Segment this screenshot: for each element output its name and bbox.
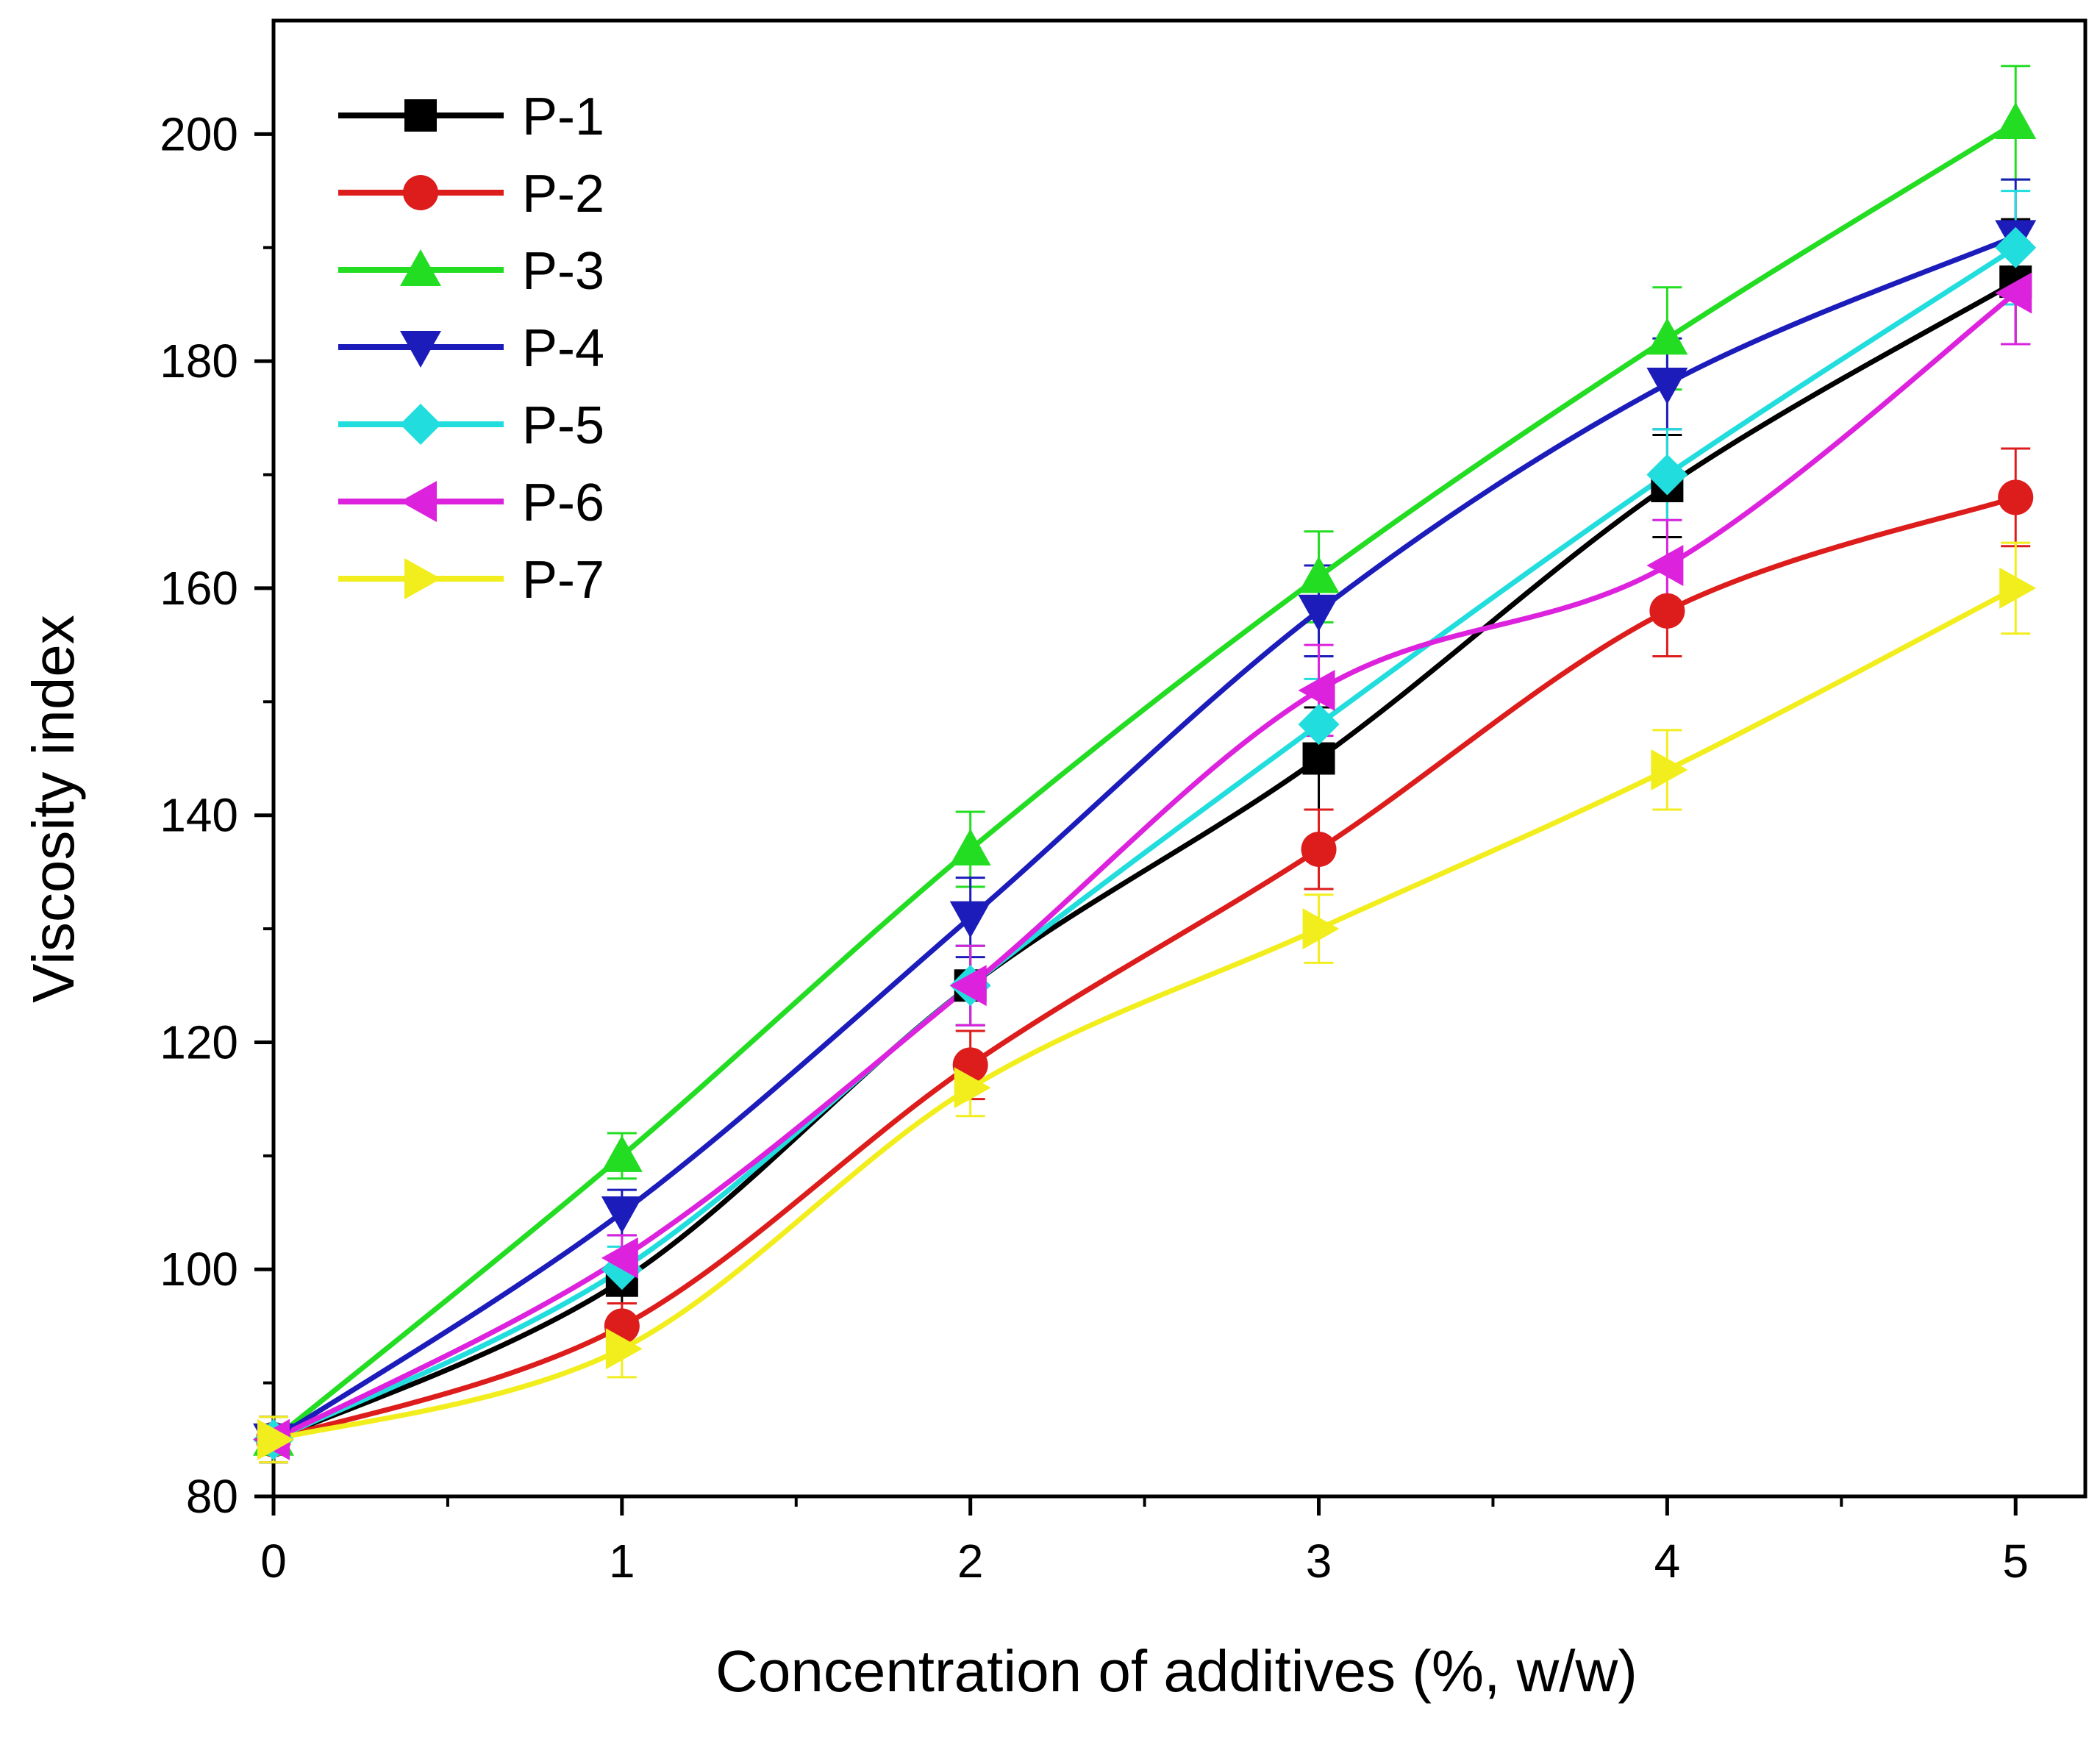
- y-tick-label: 160: [160, 562, 238, 615]
- series-line-p-2: [272, 495, 2017, 1443]
- x-tick-label: 2: [957, 1535, 984, 1588]
- data-point-p-3: [601, 1135, 643, 1172]
- series-line-p-5: [272, 245, 2018, 1442]
- axes-layer: 0 1 2 3 4 5 80 100 120 140 160 180 200: [160, 18, 2088, 1588]
- series-line-p-7: [273, 585, 2017, 1443]
- data-point-p-6: [949, 965, 987, 1007]
- data-point-p-4: [601, 1196, 643, 1234]
- data-point-p-4: [1646, 368, 1688, 405]
- legend-label-p-3: P-3: [522, 242, 604, 301]
- series-line-p-6: [272, 290, 2018, 1442]
- data-point-p-3: [1298, 556, 1340, 593]
- x-tick-label: 0: [260, 1535, 287, 1588]
- data-point-p-5: [1298, 704, 1340, 746]
- data-point-p-4: [1298, 594, 1340, 632]
- legend: P-1 P-2 P-3 P-4 P-5 P-6 P-7: [338, 88, 604, 610]
- data-point-p-1: [1302, 742, 1335, 775]
- legend-marker-p-4: [400, 331, 441, 368]
- y-axis-title: Viscosity index: [21, 615, 86, 1003]
- y-tick-label: 180: [160, 335, 238, 388]
- legend-label-p-1: P-1: [522, 88, 604, 146]
- series-line-p-1: [272, 279, 2018, 1442]
- legend-label-p-7: P-7: [522, 551, 604, 610]
- legend-item-p-1: P-1: [338, 88, 604, 146]
- x-tick-label: 4: [1654, 1535, 1681, 1588]
- data-point-p-5: [1646, 454, 1688, 496]
- legend-marker-p-6: [400, 481, 437, 522]
- legend-label-p-2: P-2: [522, 165, 604, 224]
- legend-marker-p-5: [400, 404, 441, 445]
- data-point-p-6: [1298, 669, 1335, 711]
- y-tick-label: 200: [160, 107, 238, 160]
- data-point-p-7: [1999, 567, 2037, 609]
- plot-frame: [271, 18, 2088, 1499]
- x-tick-label: 5: [2002, 1535, 2029, 1588]
- y-tick-label: 140: [160, 789, 238, 842]
- data-point-p-3: [1646, 318, 1688, 355]
- legend-marker-p-2: [403, 175, 438, 210]
- series-line-p-4: [272, 234, 2017, 1442]
- data-point-p-7: [954, 1067, 991, 1109]
- legend-label-p-4: P-4: [522, 319, 604, 378]
- data-point-p-7: [1651, 749, 1688, 790]
- data-point-p-7: [1302, 908, 1340, 950]
- data-point-p-7: [257, 1418, 294, 1460]
- data-point-p-6: [1995, 272, 2032, 314]
- series-lines-layer: [271, 120, 2018, 1443]
- data-point-p-2: [1649, 593, 1685, 629]
- data-point-p-7: [605, 1328, 643, 1370]
- legend-marker-p-1: [404, 99, 437, 132]
- legend-item-p-5: P-5: [338, 396, 604, 455]
- data-point-p-3: [949, 829, 991, 866]
- y-tick-label: 80: [186, 1470, 238, 1523]
- legend-label-p-6: P-6: [522, 474, 604, 532]
- legend-marker-p-7: [404, 558, 441, 599]
- y-tick-label: 100: [160, 1243, 238, 1296]
- data-point-p-2: [1301, 832, 1337, 868]
- x-tick-label: 3: [1306, 1535, 1332, 1588]
- data-point-p-6: [1646, 545, 1684, 587]
- series-line-p-3: [271, 120, 2018, 1442]
- data-point-p-5: [1995, 226, 2037, 268]
- legend-marker-p-3: [400, 249, 441, 286]
- data-point-p-2: [1998, 479, 2034, 515]
- data-point-p-6: [601, 1237, 638, 1279]
- legend-item-p-7: P-7: [338, 551, 604, 610]
- legend-item-p-6: P-6: [338, 474, 604, 532]
- legend-item-p-4: P-4: [338, 319, 604, 378]
- data-point-p-3: [1995, 101, 2037, 139]
- markers-layer: [253, 101, 2037, 1460]
- legend-item-p-2: P-2: [338, 165, 604, 224]
- x-tick-label: 1: [609, 1535, 635, 1588]
- y-tick-label: 120: [160, 1015, 238, 1068]
- data-point-p-4: [949, 901, 991, 938]
- legend-item-p-3: P-3: [338, 242, 604, 301]
- x-axis-title: Concentration of additives (%, w/w): [715, 1638, 1638, 1704]
- legend-label-p-5: P-5: [522, 396, 604, 455]
